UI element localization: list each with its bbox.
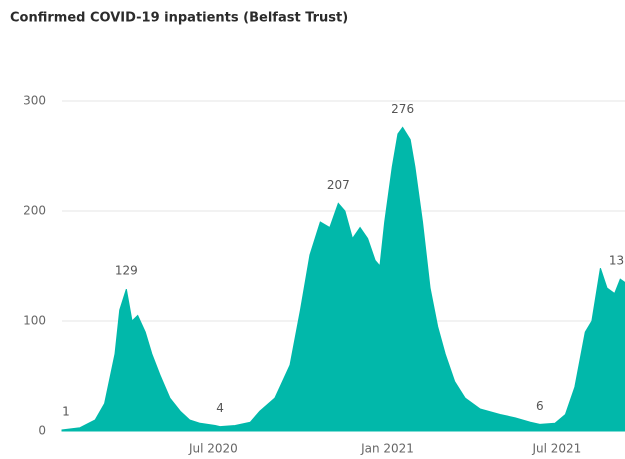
annotation: 4 [216,401,224,415]
annotation: 6 [536,399,544,413]
annotation: 138 [609,254,625,268]
y-tick-label: 100 [23,314,46,328]
annotation: 276 [391,102,414,116]
annotation: 1 [62,404,70,418]
y-tick-label: 300 [23,94,46,108]
chart-title: Confirmed COVID-19 inpatients (Belfast T… [10,11,348,26]
annotation: 207 [327,178,350,192]
area [61,126,625,432]
y-tick-label: 200 [23,204,46,218]
annotation: 129 [115,264,138,278]
x-tick-label: Jul 2020 [188,442,238,456]
y-tick-label: 0 [38,424,46,438]
x-tick-label: Jan 2021 [360,442,414,456]
x-tick-label: Jul 2021 [531,442,581,456]
